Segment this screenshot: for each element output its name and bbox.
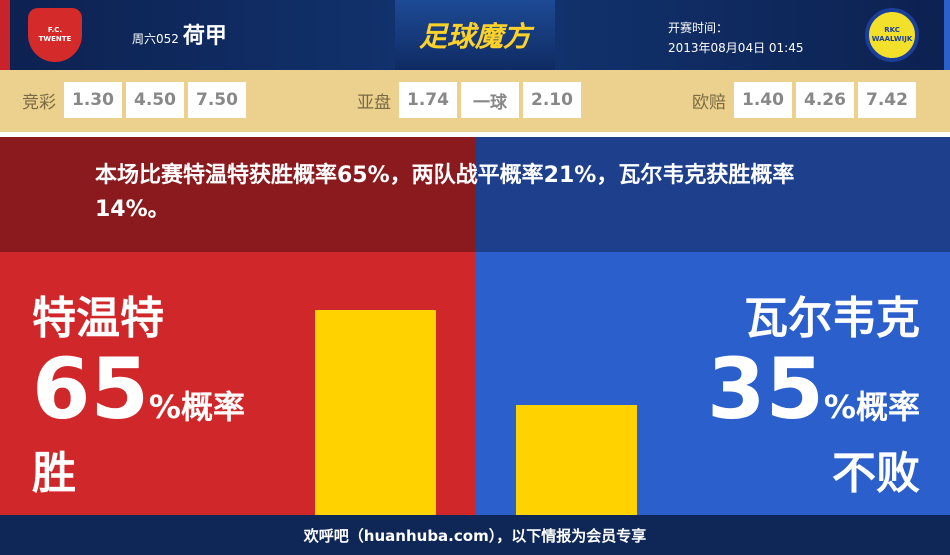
home-pct-suffix: %概率 bbox=[148, 388, 245, 426]
odds-value: 7.50 bbox=[188, 82, 246, 118]
odds-value: 7.42 bbox=[858, 82, 916, 118]
summary-text: 本场比赛特温特获胜概率65%，两队战平概率21%，瓦尔韦克获胜概率14%。 bbox=[95, 163, 795, 222]
home-stripe bbox=[0, 0, 10, 70]
home-team-logo: F.C. TWENTE bbox=[28, 8, 82, 62]
away-pct: 35 bbox=[707, 340, 824, 438]
time-label: 开赛时间： bbox=[668, 21, 729, 35]
odds-label: 欧赔 bbox=[692, 92, 726, 113]
probability-panel: 特温特 65 %概率 胜 瓦尔韦克 35 %概率 不败 bbox=[0, 252, 950, 515]
time-value: 2013年08月04日 01:45 bbox=[668, 41, 804, 55]
odds-value: 2.10 bbox=[523, 82, 581, 118]
footer: 欢呼吧（huanhuba.com），以下情报为会员专享 bbox=[0, 515, 950, 555]
home-probability: 65 %概率 bbox=[32, 340, 245, 438]
home-probability-bar bbox=[315, 310, 436, 515]
away-probability-bar bbox=[516, 404, 637, 515]
brand-logo: 足球魔方 bbox=[395, 0, 555, 70]
header: F.C. TWENTE 周六052 荷甲 足球魔方 开赛时间： 2013年08月04… bbox=[0, 0, 950, 70]
odds-value: 1.74 bbox=[399, 82, 457, 118]
match-info: 周六052 荷甲 bbox=[132, 18, 227, 50]
away-pct-suffix: %概率 bbox=[823, 388, 920, 426]
odds-bar: 竞彩 1.30 4.50 7.50 亚盘 1.74 一球 2.10 欧赔 1.40 4.26 7.… bbox=[0, 70, 950, 132]
home-result: 胜 bbox=[32, 448, 76, 499]
odds-label: 竞彩 bbox=[22, 92, 56, 113]
home-logo-text: F.C. TWENTE bbox=[38, 26, 72, 43]
odds-yapan: 亚盘 1.74 一球 2.10 bbox=[357, 82, 581, 118]
home-team-name: 特温特 bbox=[32, 293, 164, 344]
home-pct: 65 bbox=[32, 340, 149, 438]
odds-value: 1.30 bbox=[64, 82, 122, 118]
away-logo-text: RKC WAALWIJK bbox=[871, 26, 913, 43]
match-number: 周六052 bbox=[132, 32, 179, 46]
away-stripe bbox=[944, 0, 950, 70]
summary-panel: 本场比赛特温特获胜概率65%，两队战平概率21%，瓦尔韦克获胜概率14%。 bbox=[0, 137, 950, 252]
away-result: 不败 bbox=[832, 448, 920, 499]
away-probability: 35 %概率 bbox=[707, 340, 920, 438]
odds-jingcai: 竞彩 1.30 4.50 7.50 bbox=[22, 82, 246, 118]
kickoff-time: 开赛时间： 2013年08月04日 01:45 bbox=[668, 18, 803, 58]
odds-value: 4.26 bbox=[796, 82, 854, 118]
odds-value: 4.50 bbox=[126, 82, 184, 118]
odds-ouzhi: 欧赔 1.40 4.26 7.42 bbox=[692, 82, 916, 118]
odds-value: 一球 bbox=[461, 82, 519, 118]
away-team-logo: RKC WAALWIJK bbox=[865, 8, 919, 62]
league-name: 荷甲 bbox=[182, 24, 227, 49]
odds-label: 亚盘 bbox=[357, 92, 391, 113]
away-team-name: 瓦尔韦克 bbox=[744, 293, 920, 344]
odds-value: 1.40 bbox=[734, 82, 792, 118]
